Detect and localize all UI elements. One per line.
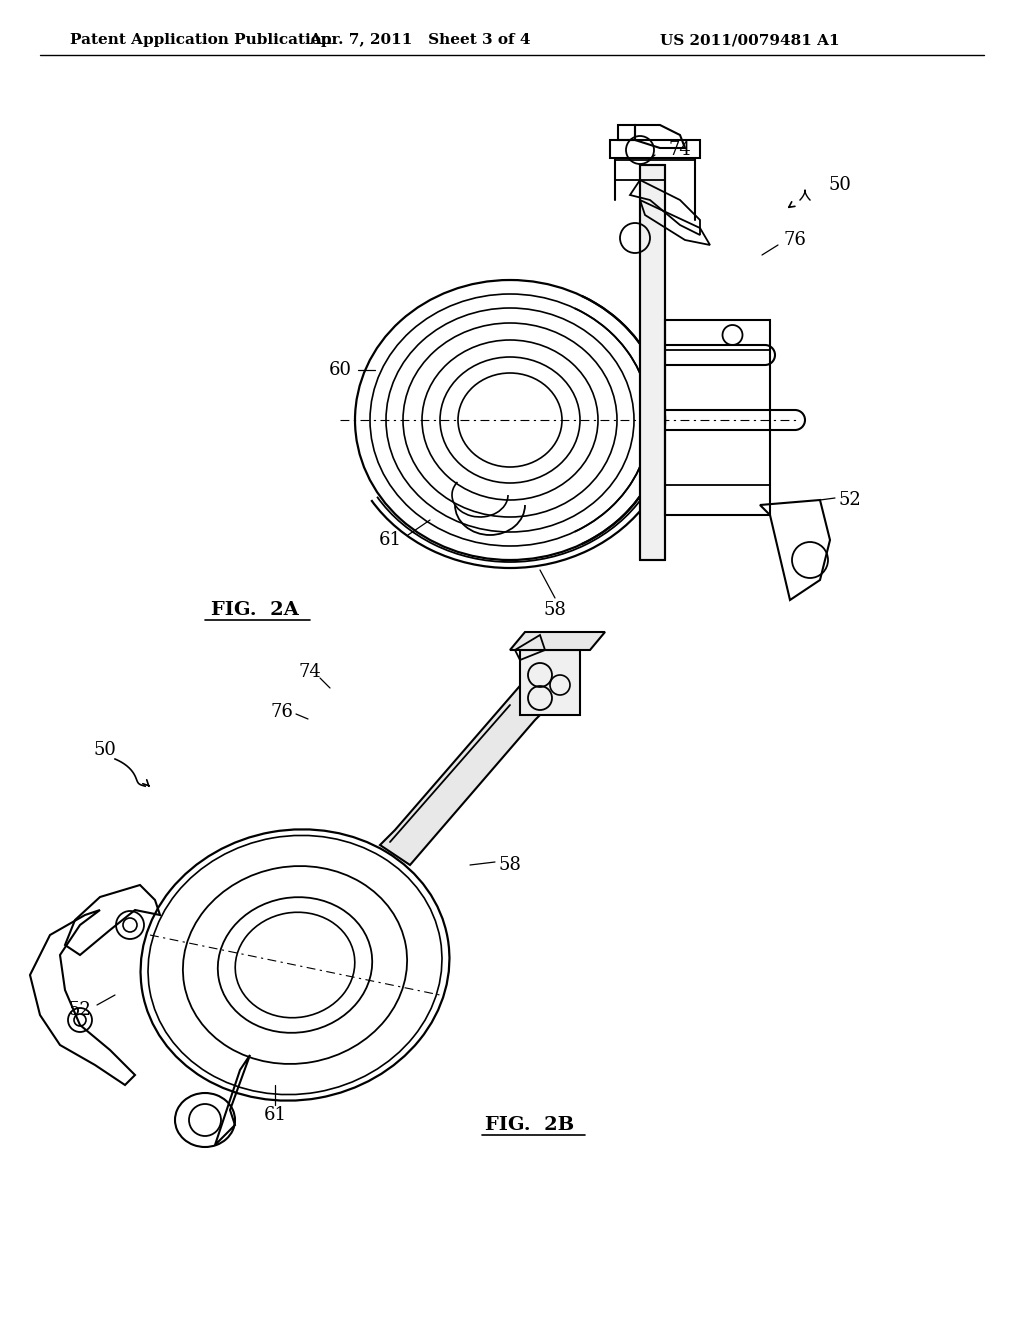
Text: 61: 61 [263, 1106, 287, 1125]
Polygon shape [520, 649, 580, 715]
Polygon shape [510, 632, 605, 649]
Text: 50: 50 [93, 741, 117, 759]
Text: 52: 52 [69, 1001, 91, 1019]
Text: 61: 61 [379, 531, 401, 549]
Text: Apr. 7, 2011   Sheet 3 of 4: Apr. 7, 2011 Sheet 3 of 4 [309, 33, 530, 48]
Text: 74: 74 [299, 663, 322, 681]
Text: 76: 76 [270, 704, 294, 721]
Text: 52: 52 [839, 491, 861, 510]
Text: US 2011/0079481 A1: US 2011/0079481 A1 [660, 33, 840, 48]
Text: 74: 74 [669, 141, 691, 158]
Text: 50: 50 [828, 176, 851, 194]
Text: Patent Application Publication: Patent Application Publication [70, 33, 332, 48]
Text: 58: 58 [499, 855, 521, 874]
Text: 60: 60 [329, 360, 351, 379]
Text: FIG.  2B: FIG. 2B [485, 1115, 574, 1134]
Polygon shape [640, 165, 665, 560]
Text: 58: 58 [544, 601, 566, 619]
Text: 76: 76 [783, 231, 807, 249]
Text: FIG.  2A: FIG. 2A [211, 601, 299, 619]
Polygon shape [380, 680, 550, 865]
